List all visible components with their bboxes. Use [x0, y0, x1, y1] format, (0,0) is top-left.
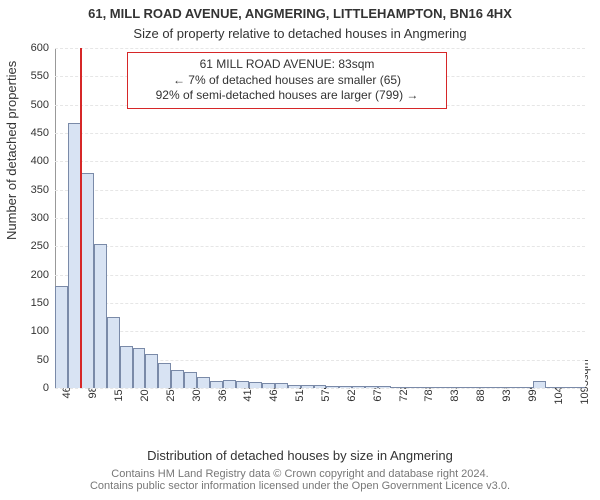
gridline — [55, 246, 585, 247]
histogram-bar — [301, 385, 314, 388]
chart-title: 61, MILL ROAD AVENUE, ANGMERING, LITTLEH… — [0, 6, 600, 21]
histogram-bar — [107, 317, 120, 388]
histogram-bar — [314, 385, 327, 388]
histogram-bar — [249, 382, 262, 388]
histogram-bar — [352, 386, 365, 388]
histogram-bar — [133, 348, 146, 388]
y-tick-label: 450 — [9, 127, 55, 139]
y-tick-label: 300 — [9, 212, 55, 224]
histogram-bar — [223, 380, 236, 388]
y-tick-label: 150 — [9, 297, 55, 309]
y-tick-label: 550 — [9, 70, 55, 82]
histogram-bar — [559, 387, 572, 388]
histogram-bar — [236, 381, 249, 388]
gridline — [55, 133, 585, 134]
histogram-bar — [145, 354, 158, 388]
histogram-bar — [275, 383, 288, 388]
x-axis-label: Distribution of detached houses by size … — [0, 448, 600, 463]
y-tick-label: 400 — [9, 155, 55, 167]
gridline — [55, 331, 585, 332]
y-tick-label: 250 — [9, 240, 55, 252]
histogram-bar — [210, 381, 223, 388]
annotation-line: ← 7% of detached houses are smaller (65) — [136, 73, 438, 89]
y-tick-label: 0 — [9, 382, 55, 394]
histogram-bar — [339, 386, 352, 388]
gridline — [55, 303, 585, 304]
histogram-bar — [288, 385, 301, 388]
histogram-bar — [120, 346, 133, 389]
histogram-bar — [469, 387, 482, 388]
histogram-bar — [495, 387, 508, 388]
histogram-bar — [55, 286, 68, 388]
gridline — [55, 48, 585, 49]
histogram-bar — [94, 244, 107, 389]
chart-subtitle: Size of property relative to detached ho… — [0, 26, 600, 41]
gridline — [55, 218, 585, 219]
y-tick-label: 350 — [9, 184, 55, 196]
histogram-bar — [391, 387, 404, 388]
y-tick-label: 600 — [9, 42, 55, 54]
gridline — [55, 190, 585, 191]
histogram-bar — [417, 387, 430, 388]
histogram-bar — [365, 386, 378, 388]
subject-property-marker — [80, 48, 82, 388]
annotation-box: 61 MILL ROAD AVENUE: 83sqm← 7% of detach… — [127, 52, 447, 109]
histogram-bar — [171, 370, 184, 388]
histogram-bar — [443, 387, 456, 388]
plot-area: 46sqm98sqm151sqm203sqm256sqm308sqm361sqm… — [55, 48, 585, 388]
histogram-bar — [456, 387, 469, 388]
histogram-bar — [81, 173, 94, 388]
histogram-bar — [262, 383, 275, 388]
histogram-bar — [404, 387, 417, 388]
gridline — [55, 161, 585, 162]
histogram-bar — [197, 377, 210, 388]
annotation-line: 92% of semi-detached houses are larger (… — [136, 88, 438, 104]
histogram-bar — [326, 386, 339, 388]
y-tick-label: 200 — [9, 269, 55, 281]
histogram-bar — [158, 363, 171, 388]
histogram-bar — [572, 387, 585, 388]
gridline — [55, 388, 585, 389]
histogram-bar — [482, 387, 495, 388]
histogram-bar — [378, 386, 391, 388]
histogram-bar — [430, 387, 443, 388]
chart-caption: Contains HM Land Registry data © Crown c… — [0, 468, 600, 492]
histogram-bar — [507, 387, 520, 388]
y-tick-label: 500 — [9, 99, 55, 111]
histogram-bar — [533, 381, 546, 388]
gridline — [55, 275, 585, 276]
histogram-bar — [184, 372, 197, 388]
histogram-bar — [546, 387, 559, 388]
histogram-bar — [520, 387, 533, 388]
annotation-line: 61 MILL ROAD AVENUE: 83sqm — [136, 57, 438, 73]
y-tick-label: 50 — [9, 354, 55, 366]
y-tick-label: 100 — [9, 325, 55, 337]
